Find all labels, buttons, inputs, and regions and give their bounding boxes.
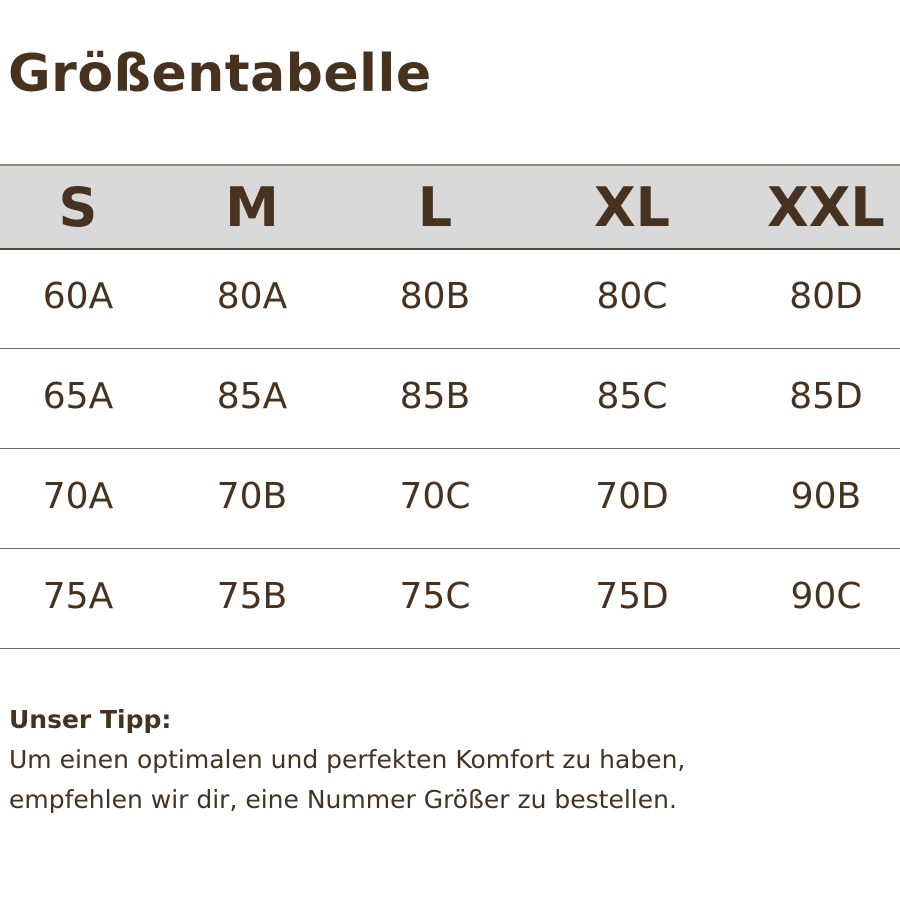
table-cell: 80B [399,276,471,317]
page-title: Größentabelle [8,44,432,104]
column-header: XXL [767,176,885,239]
table-cell: 75B [216,576,288,617]
table-cell: 60A [42,276,114,317]
tip-line-1: Um einen optimalen und perfekten Komfort… [9,745,686,774]
table-row: 70A 70B 70C 70D 90B [0,448,900,549]
table-cell: 75A [42,576,114,617]
size-table-header: S M L XL XXL [0,164,900,250]
column-header: XL [593,176,671,239]
table-row: 60A 80A 80B 80C 80D [0,248,900,349]
column-header: S [58,176,98,239]
table-cell: 80A [216,276,288,317]
table-cell: 85C [596,376,668,417]
table-cell: 85B [399,376,471,417]
table-row: 65A 85A 85B 85C 85D [0,348,900,449]
table-cell: 90B [790,476,862,517]
tip-heading: Unser Tipp: [9,705,172,734]
column-header: M [225,176,279,239]
table-cell: 70D [595,476,669,517]
table-cell: 85A [216,376,288,417]
table-cell: 70A [42,476,114,517]
table-cell: 90C [790,576,862,617]
table-cell: 65A [42,376,114,417]
table-cell: 75D [595,576,669,617]
table-cell: 80D [789,276,863,317]
table-cell: 80C [596,276,668,317]
table-cell: 70C [399,476,471,517]
table-cell: 75C [399,576,471,617]
table-row: 75A 75B 75C 75D 90C [0,548,900,649]
tip-section: Unser Tipp: Um einen optimalen und perfe… [9,700,685,820]
table-cell: 85D [789,376,863,417]
table-cell: 70B [216,476,288,517]
column-header: L [417,176,453,239]
tip-line-2: empfehlen wir dir, eine Nummer Größer zu… [9,785,677,814]
